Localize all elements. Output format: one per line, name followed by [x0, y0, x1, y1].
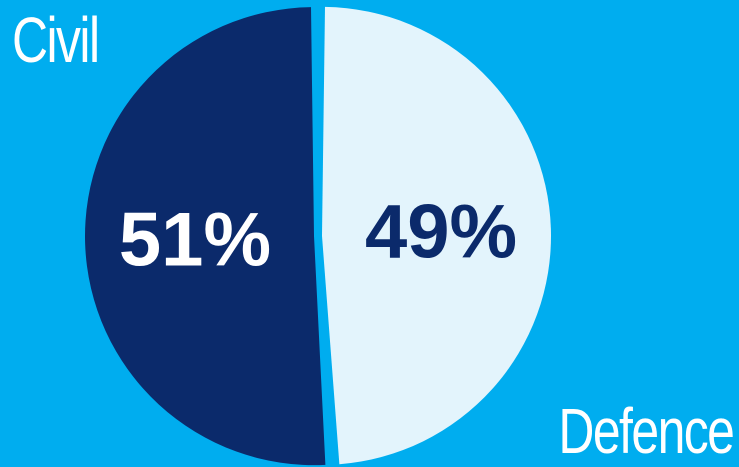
category-label-civil: Civil: [12, 4, 100, 76]
slice-value-defence: 49%: [365, 190, 517, 275]
pie-slice-civil: [85, 7, 326, 466]
slice-value-civil: 51%: [119, 197, 271, 282]
category-label-defence: Defence: [557, 395, 735, 467]
pie-slice-defence: [321, 6, 551, 465]
